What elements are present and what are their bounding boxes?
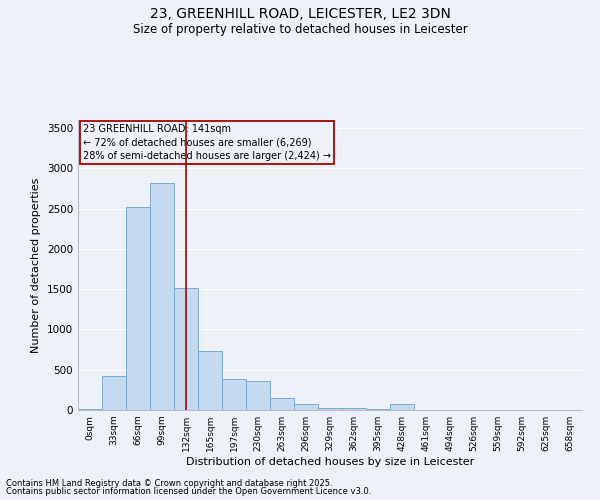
Text: Size of property relative to detached houses in Leicester: Size of property relative to detached ho… bbox=[133, 22, 467, 36]
Bar bbox=[78, 409, 102, 410]
Bar bbox=[342, 408, 366, 410]
Bar bbox=[198, 351, 222, 410]
Text: 23, GREENHILL ROAD, LEICESTER, LE2 3DN: 23, GREENHILL ROAD, LEICESTER, LE2 3DN bbox=[149, 8, 451, 22]
Y-axis label: Number of detached properties: Number of detached properties bbox=[31, 178, 41, 352]
X-axis label: Distribution of detached houses by size in Leicester: Distribution of detached houses by size … bbox=[186, 457, 474, 467]
Bar bbox=[102, 376, 126, 410]
Text: Contains HM Land Registry data © Crown copyright and database right 2025.: Contains HM Land Registry data © Crown c… bbox=[6, 478, 332, 488]
Bar bbox=[150, 183, 174, 410]
Bar bbox=[126, 207, 150, 410]
Bar bbox=[318, 408, 342, 410]
Bar bbox=[270, 398, 294, 410]
Bar bbox=[390, 404, 414, 410]
Bar bbox=[246, 381, 270, 410]
Text: Contains public sector information licensed under the Open Government Licence v3: Contains public sector information licen… bbox=[6, 487, 371, 496]
Bar bbox=[294, 404, 318, 410]
Bar bbox=[174, 288, 198, 410]
Bar bbox=[222, 380, 246, 410]
Text: 23 GREENHILL ROAD: 141sqm
← 72% of detached houses are smaller (6,269)
28% of se: 23 GREENHILL ROAD: 141sqm ← 72% of detac… bbox=[83, 124, 331, 161]
